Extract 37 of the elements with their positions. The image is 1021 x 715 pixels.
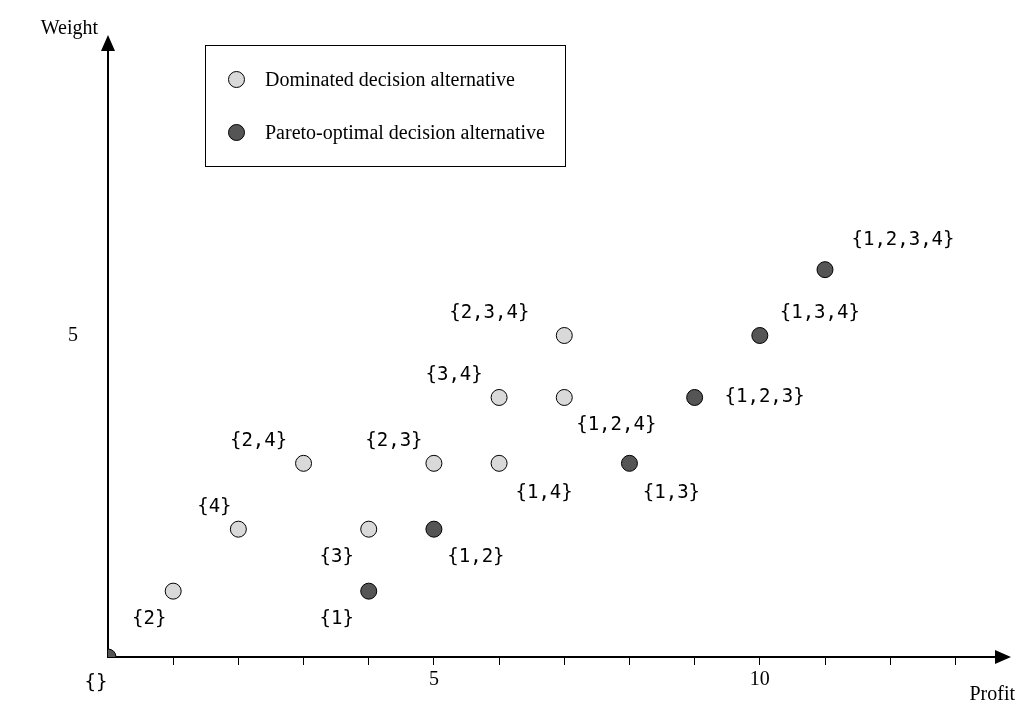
legend-label: Dominated decision alternative (265, 68, 515, 91)
point (555, 388, 573, 406)
annotation: {} (84, 669, 108, 692)
annotation: {1,3,4} (779, 300, 860, 323)
point (425, 520, 443, 538)
annotation: {1,2,4} (576, 412, 657, 435)
text: 5 (68, 322, 78, 345)
point (620, 454, 638, 472)
annotation: {4} (197, 494, 232, 517)
point (295, 454, 313, 472)
point (751, 327, 769, 345)
point (425, 454, 443, 472)
annotation: {1,2,3} (724, 384, 805, 407)
text: Weight (40, 16, 99, 40)
annotation: {1,3} (642, 480, 701, 503)
annotation: {1,4} (515, 480, 573, 503)
legend-label: Pareto-optimal decision alternative (265, 121, 545, 144)
annotation: {3} (319, 544, 354, 567)
point (686, 388, 704, 406)
annotation: {2,4} (229, 428, 288, 451)
annotation: {1,2,3,4} (851, 226, 955, 249)
point (490, 454, 508, 472)
annotation: {2,3,4} (449, 300, 530, 323)
point (164, 582, 182, 600)
point (555, 327, 573, 345)
point (490, 388, 508, 406)
point (816, 261, 834, 279)
annotation: {2} (132, 606, 167, 629)
annotation: {1} (319, 606, 354, 629)
x-tick-label: 10 (749, 667, 770, 690)
point (360, 582, 378, 600)
annotation: {1,2} (447, 544, 505, 567)
annotation: {3,4} (425, 362, 483, 385)
point (229, 520, 247, 538)
annotation: {2,3} (365, 428, 423, 451)
x-axis-title: Profit (969, 682, 1016, 705)
point (360, 520, 378, 538)
